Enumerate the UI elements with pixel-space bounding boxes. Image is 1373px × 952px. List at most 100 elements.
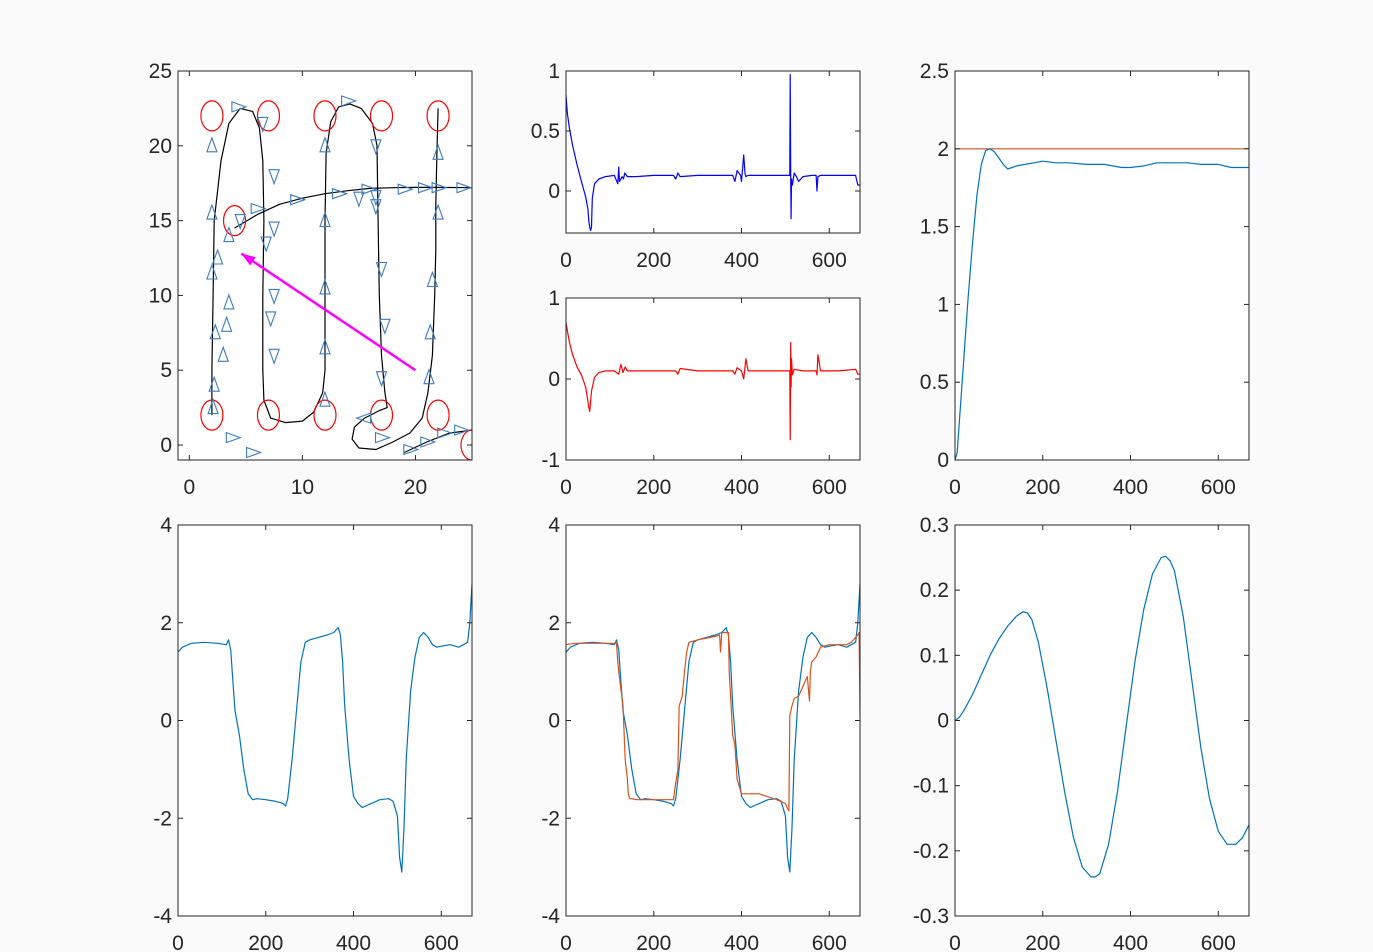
heading-triangle-marker [250,202,267,215]
y-tick-label: 2 [548,612,560,635]
heading-triangle-marker [268,348,280,365]
series-line-2 [955,148,1249,460]
y-tick-label: 0.2 [920,579,949,602]
heading-triangle-marker [206,136,218,153]
x-tick-label: 400 [724,932,759,952]
arrow-head [241,253,256,266]
plot-contents [566,73,860,232]
heading-triangle-marker [370,199,382,216]
x-tick-label: 600 [1201,476,1236,499]
series-line-2 [234,186,472,229]
series-line-1 [178,583,472,873]
waypoint-marker [256,100,281,132]
x-tick-label: 0 [949,932,961,952]
x-tick-label: 600 [812,932,847,952]
heading-triangle-marker [420,436,437,448]
arrow-shaft [240,252,417,372]
plot-area [955,525,1249,916]
heading-triangle-marker [223,225,235,243]
axes-box [954,70,1250,461]
y-tick-label: 0 [548,180,560,203]
heading-triangle-marker [208,375,220,392]
heading-triangle-marker [217,345,229,362]
heading-triangle-marker [332,187,349,200]
x-tick-label: 0 [949,476,961,499]
y-tick-label: 0 [937,449,949,472]
y-tick-label: 20 [149,135,172,158]
speed-plot: 0 200 400 600 0 0.5 1 1.5 2 2.5 [920,60,1250,499]
x-tick-label: 200 [1025,932,1060,952]
heading-triangle-marker [319,136,331,153]
waypoint-marker [426,100,450,132]
x-tick-label: 200 [636,249,671,272]
x-tick-label: 400 [724,249,759,272]
heading-triangle-marker [225,431,242,444]
x-tick-label: 400 [1113,476,1148,499]
x-tick-label: 400 [724,476,759,499]
heading-triangle-marker [206,203,218,220]
heading-triangle-marker [424,323,436,340]
heading-triangle-marker [374,431,392,444]
plot-contents [200,95,472,460]
heading-triangle-marker [223,293,235,310]
heading-triangle-marker [417,181,435,194]
waypoint-marker [256,399,281,431]
x-tick-label: 0 [172,932,184,952]
x-tick-label: 200 [636,932,671,952]
heading-triangle-marker [319,278,331,295]
x-tick-label: 10 [291,476,314,499]
y-tick-label: 0 [160,710,172,733]
plot-area [566,298,860,460]
y-tick-label: 4 [548,514,560,537]
heading-triangle-marker [432,203,444,220]
x-tick-label: 400 [336,932,371,952]
y-tick-label: 0 [548,368,560,391]
y-tick-label: -1 [541,449,560,472]
angular-rate-plot: 0 200 400 600 -0.3 -0.2 -0.1 0 0.1 0.2 0.3 [913,514,1250,952]
heading-triangle-marker [246,446,263,459]
y-tick-label: -0.2 [913,840,949,863]
heading-triangle-marker [206,263,218,280]
plot-area [566,71,860,233]
y-tick-label: 0.3 [920,514,949,537]
plot-contents [566,322,860,441]
plot-area [178,525,472,916]
heading-triangle-marker [379,318,391,335]
heading-triangle-marker [260,236,272,253]
heading-triangle-marker [211,248,224,265]
heading-triangle-marker [426,270,439,288]
y-tick-label: 0 [937,710,949,733]
series-line-2 [566,631,860,812]
x-tick-label: 0 [560,476,572,499]
y-tick-label: -4 [153,905,172,928]
y-tick-label: 4 [160,514,172,537]
heading-triangle-marker [319,210,331,228]
x-tick-label: 400 [1113,932,1148,952]
x-tick-label: 200 [636,476,671,499]
y-tick-label: 2.5 [920,60,949,83]
heading-triangle-marker [454,424,471,436]
x-tick-label: 0 [183,476,195,499]
y-tick-label: 2 [937,138,949,161]
plot-contents [178,583,472,873]
series-line-1 [566,583,860,873]
waypoint-marker [460,429,472,460]
x-tick-label: 600 [812,249,847,272]
heading-triangle-marker [403,443,420,456]
plot-area [566,525,860,916]
waypoint-marker [200,100,224,132]
y-tick-label: 0.5 [531,120,560,143]
error-plot-red: 0 200 400 600-101 [541,287,861,499]
y-tick-label: 0 [548,710,560,733]
heading-triangle-marker [264,311,277,328]
x-tick-label: 200 [1025,476,1060,499]
y-tick-label: 1 [937,293,949,316]
y-tick-label: 1.5 [920,216,949,239]
heading-triangle-marker [437,427,454,439]
heading-triangle-marker [234,214,246,231]
y-tick-label: 0.1 [920,644,949,667]
axes-box [177,70,473,461]
y-tick-label: 1 [548,60,560,83]
heading-triangle-marker [370,190,382,207]
series-line-1 [566,322,860,441]
